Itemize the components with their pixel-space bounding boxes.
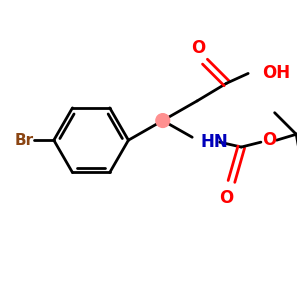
Text: HN: HN — [200, 133, 228, 151]
Text: OH: OH — [262, 64, 290, 82]
Text: O: O — [219, 189, 234, 207]
Text: O: O — [191, 39, 205, 57]
Text: Br: Br — [15, 133, 34, 148]
Text: O: O — [262, 131, 276, 149]
Circle shape — [156, 114, 169, 128]
